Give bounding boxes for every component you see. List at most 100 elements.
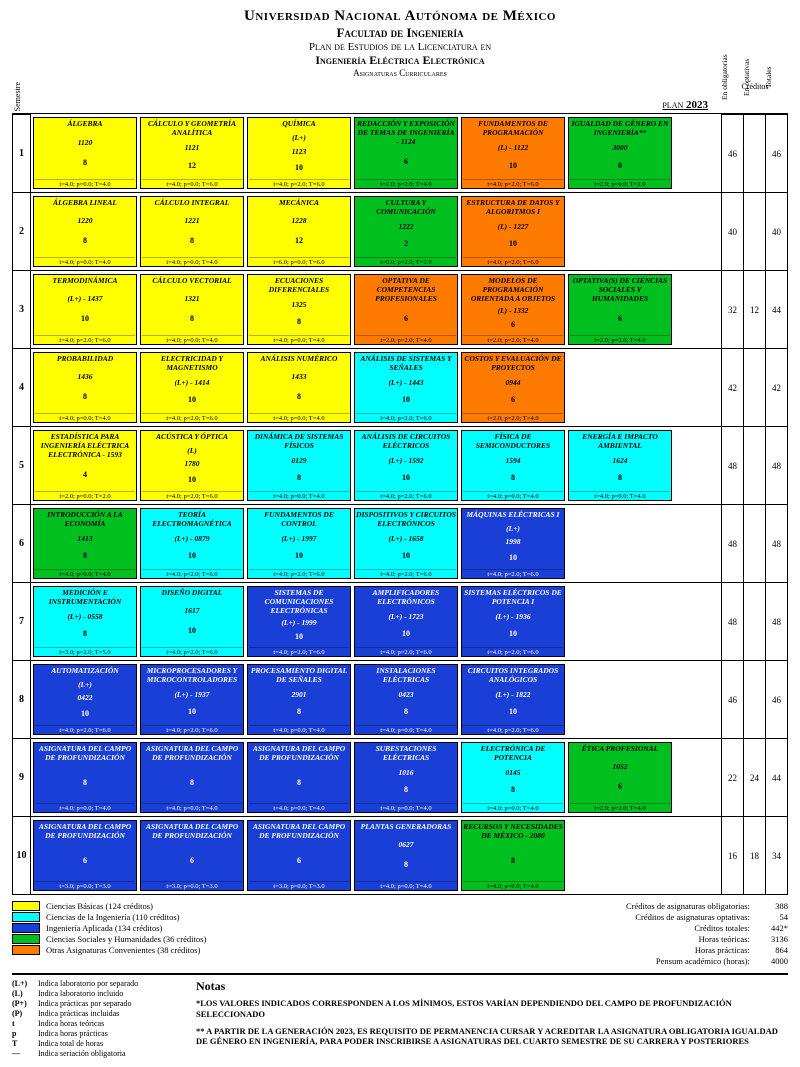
course-box: ÁLGEBRA11208t=4.0; p=0.0; T=4.0	[33, 117, 137, 189]
credit-cell: 40	[722, 192, 743, 270]
semester-number: 3	[13, 270, 30, 348]
course-box: COSTOS Y EVALUACIÓN DE PROYECTOS09446t=2…	[461, 352, 565, 423]
course-box: MECÁNICA122812t=6.0; p=0.0; T=6.0	[247, 196, 351, 267]
faculty-name: Facultad de Ingeniería	[12, 25, 788, 41]
curriculum-grid: 12345678910 ÁLGEBRA11208t=4.0; p=0.0; T=…	[12, 113, 788, 895]
credit-cell: 12	[744, 270, 765, 348]
degree-name: Ingeniería Eléctrica Electrónica	[12, 53, 788, 68]
credit-cell	[744, 192, 765, 270]
credit-cell	[744, 426, 765, 504]
course-box: QUÍMICA(L+)112310t=4.0; p=2.0; T=6.0	[247, 117, 351, 189]
credit-cell	[744, 348, 765, 426]
course-box: ASIGNATURA DEL CAMPO DE PROFUNDIZACIÓN8t…	[33, 742, 137, 813]
course-box: OPTATIVA(S) DE CIENCIAS SOCIALES Y HUMAN…	[568, 274, 672, 345]
semester-row: PROBABILIDAD14368t=4.0; p=0.0; T=4.0ELEC…	[31, 348, 721, 426]
credit-cell: 32	[722, 270, 743, 348]
semester-number: 7	[13, 582, 30, 660]
course-box: OPTATIVA DE COMPETENCIAS PROFESIONALES6t…	[354, 274, 458, 345]
semester-number: 10	[13, 816, 30, 894]
semester-row: MEDICIÓN E INSTRUMENTACIÓN(L+) - 05588t=…	[31, 582, 721, 660]
credit-cell	[744, 660, 765, 738]
legend-colors: Ciencias Básicas (124 créditos)Ciencias …	[12, 901, 606, 967]
semester-number: 8	[13, 660, 30, 738]
credit-cell: 46	[766, 660, 787, 738]
legend-label: Ciencias de la Ingeniería (110 créditos)	[46, 912, 180, 922]
course-box: MEDICIÓN E INSTRUMENTACIÓN(L+) - 05588t=…	[33, 586, 137, 657]
credit-cell: 40	[766, 192, 787, 270]
course-box: ÁLGEBRA LINEAL12208t=4.0; p=0.0; T=4.0	[33, 196, 137, 267]
course-box: INSTALACIONES ELÉCTRICAS04238t=4.0; p=0.…	[354, 664, 458, 735]
credit-cell: 48	[722, 504, 743, 582]
course-box: TERMODINÁMICA(L+) - 143710t=4.0; p=2.0; …	[33, 274, 137, 345]
subtitle: Asignaturas Curriculares	[12, 68, 788, 78]
semester-number: 4	[13, 348, 30, 426]
semester-row: ASIGNATURA DEL CAMPO DE PROFUNDIZACIÓN8t…	[31, 738, 721, 816]
credits-obligatory-col: 46403242484848462216	[722, 114, 744, 894]
course-box: PROCESAMIENTO DIGITAL DE SEÑALES29018t=4…	[247, 664, 351, 735]
semester-number: 5	[13, 426, 30, 504]
course-box: ACÚSTICA Y ÓPTICA(L)178010t=4.0; p=2.0; …	[140, 430, 244, 501]
footer: (L+) Indica laboratorio por separado(L) …	[12, 979, 788, 1059]
semester-number: 6	[13, 504, 30, 582]
credit-cell: 46	[722, 660, 743, 738]
course-box: CÁLCULO VECTORIAL13218t=4.0; p=0.0; T=4.…	[140, 274, 244, 345]
footer-key-item: p Indica horas prácticas	[12, 1029, 172, 1038]
legend-swatch	[12, 934, 40, 944]
course-box: ASIGNATURA DEL CAMPO DE PROFUNDIZACIÓN8t…	[140, 742, 244, 813]
footer-key-legend: (L+) Indica laboratorio por separado(L) …	[12, 979, 172, 1059]
credit-cell: 48	[766, 426, 787, 504]
credit-cell: 16	[722, 816, 743, 894]
course-box: FÍSICA DE SEMICONDUCTORES15948t=4.0; p=0…	[461, 430, 565, 501]
course-box: DINÁMICA DE SISTEMAS FÍSICOS01298t=4.0; …	[247, 430, 351, 501]
opt-label: En optativas	[742, 50, 764, 104]
course-box: SUBESTACIONES ELÉCTRICAS10168t=4.0; p=0.…	[354, 742, 458, 813]
footer-notes: Notas *LOS VALORES INDICADOS CORRESPONDE…	[196, 979, 788, 1059]
credit-cell: 48	[722, 426, 743, 504]
legend-swatch	[12, 912, 40, 922]
course-box: ECUACIONES DIFERENCIALES13258t=4.0; p=0.…	[247, 274, 351, 345]
semester-row: INTRODUCCIÓN A LA ECONOMÍA14138t=4.0; p=…	[31, 504, 721, 582]
credit-cell: 44	[766, 270, 787, 348]
credit-cell	[744, 114, 765, 192]
course-box: PROBABILIDAD14368t=4.0; p=0.0; T=4.0	[33, 352, 137, 423]
credit-cell: 48	[722, 582, 743, 660]
course-box: ANÁLISIS DE SISTEMAS Y SEÑALES(L+) - 144…	[354, 352, 458, 423]
credit-column-headers: En obligatorias En optativas Totales	[720, 50, 786, 104]
footer-key-item: (L+) Indica laboratorio por separado	[12, 979, 172, 988]
credit-cell: 18	[744, 816, 765, 894]
credit-cell: 48	[766, 582, 787, 660]
course-box: REDACCIÓN Y EXPOSICIÓN DE TEMAS DE INGEN…	[354, 117, 458, 189]
course-box: MODELOS DE PROGRAMACIÓN ORIENTADA A OBJE…	[461, 274, 565, 345]
legend-label: Otras Asignaturas Convenientes (38 crédi…	[46, 945, 200, 955]
credits-total-col: 46404442484848464434	[766, 114, 787, 894]
semester-number: 9	[13, 738, 30, 816]
semester-row: TERMODINÁMICA(L+) - 143710t=4.0; p=2.0; …	[31, 270, 721, 348]
course-box: CIRCUITOS INTEGRADOS ANALÓGICOS(L+) - 18…	[461, 664, 565, 735]
credit-cell: 48	[766, 504, 787, 582]
legend-section: Ciencias Básicas (124 créditos)Ciencias …	[12, 901, 788, 967]
note-2: ** A PARTIR DE LA GENERACIÓN 2023, ES RE…	[196, 1026, 788, 1047]
credits-optional-col: 122418	[744, 114, 766, 894]
legend-label: Ciencias Sociales y Humanidades (36 créd…	[46, 934, 206, 944]
page-header: Universidad Nacional Autónoma de México …	[12, 8, 788, 78]
credit-cell: 44	[766, 738, 787, 816]
semester-number: 2	[13, 192, 30, 270]
credit-cell: 22	[722, 738, 743, 816]
course-box: ELECTRICIDAD Y MAGNETISMO(L+) - 141410t=…	[140, 352, 244, 423]
course-box: IGUALDAD DE GÉNERO EN INGENIERÍA**30000t…	[568, 117, 672, 189]
credit-cell	[744, 582, 765, 660]
legend-totals: Créditos de asignaturas obligatorias: 38…	[626, 901, 788, 967]
semester-row: AUTOMATIZACIÓN(L+)042210t=4.0; p=2.0; T=…	[31, 660, 721, 738]
course-box: AMPLIFICADORES ELECTRÓNICOS(L+) - 172310…	[354, 586, 458, 657]
footer-key-item: — Indica seriación obligatoria	[12, 1049, 172, 1058]
course-box: SISTEMAS DE COMUNICACIONES ELECTRÓNICAS(…	[247, 586, 351, 657]
semester-column: 12345678910	[13, 114, 31, 894]
credit-cell: 34	[766, 816, 787, 894]
footer-key-item: t Indica horas teóricas	[12, 1019, 172, 1028]
legend-swatch	[12, 945, 40, 955]
credit-cell: 46	[722, 114, 743, 192]
course-box: ÉTICA PROFESIONAL10526t=2.0; p=2.0; T=4.…	[568, 742, 672, 813]
course-box: ESTADÍSTICA PARA INGENIERÍA ELÉCTRICA EL…	[33, 430, 137, 501]
course-box: MÁQUINAS ELÉCTRICAS I(L+)199810t=4.0; p=…	[461, 508, 565, 579]
semester-row: ÁLGEBRA LINEAL12208t=4.0; p=0.0; T=4.0CÁ…	[31, 192, 721, 270]
